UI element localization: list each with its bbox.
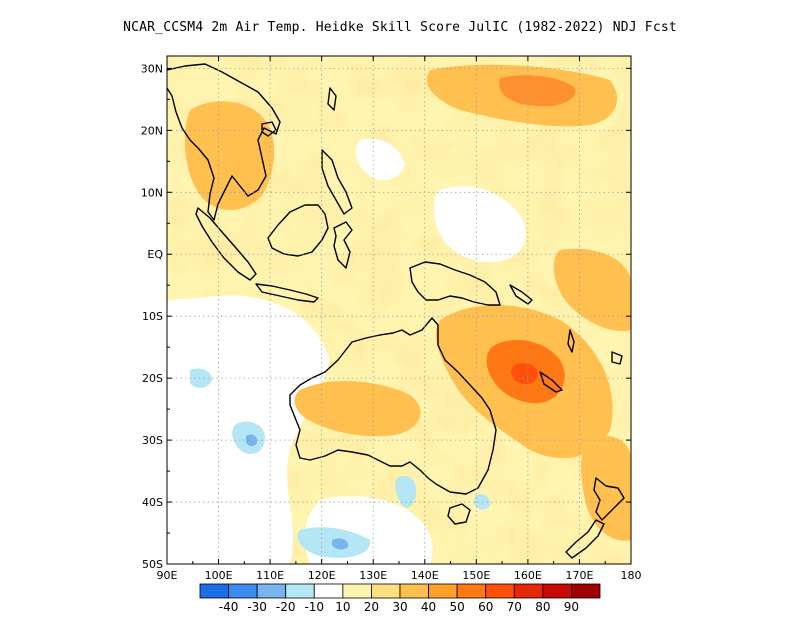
lon-tick-label: 90E (157, 569, 178, 582)
coastline-new-zealand-north (593, 477, 625, 521)
colorbar-swatch (399, 583, 429, 599)
lat-tick-label: 30N (141, 62, 163, 75)
colorbar-swatch (428, 583, 458, 599)
no-skill-zone-north (355, 138, 405, 181)
coastline-philippines (321, 149, 353, 215)
negative-skill-patch-1 (190, 368, 212, 388)
colorbar-label: 90 (564, 600, 579, 614)
coastline-tasmania (447, 503, 471, 525)
colorbar-swatch (228, 583, 258, 599)
moderate-skill-zone-australia (294, 380, 421, 437)
colorbar-swatch (285, 583, 315, 599)
peak-skill-spot (511, 363, 538, 385)
coastline-java (255, 283, 319, 303)
lon-tick-label: 120E (308, 569, 336, 582)
colorbar-label: 70 (507, 600, 522, 614)
colorbar-label: 50 (450, 600, 465, 614)
lat-tick-label: 50S (142, 558, 163, 571)
colorbar: -40 -30 -20 -10 10 20 30 40 50 60 70 80 90 (199, 583, 601, 614)
map-gridlines (167, 56, 631, 564)
colorbar-label: 20 (364, 600, 379, 614)
lat-tick-label: 20S (142, 372, 163, 385)
lat-tick-label: 10N (141, 186, 163, 199)
coastline-mainland-se-asia (167, 63, 281, 221)
coastline-new-caledonia (539, 371, 563, 393)
coastline-fiji (611, 351, 623, 365)
moderate-skill-zone-east-pacific (553, 248, 631, 331)
coastline-taiwan (327, 87, 337, 111)
strong-skill-zone-north-pacific (499, 75, 576, 107)
colorbar-swatch (199, 583, 229, 599)
skill-score-field (167, 56, 631, 564)
lon-tick-label: 130E (359, 569, 387, 582)
negative-skill-patch-6 (395, 475, 417, 508)
coastline-solomon-islands (509, 284, 533, 305)
longitude-axis: 90E 100E 110E 120E 130E 140E 150E 160E 170E 180 (157, 56, 642, 582)
lon-tick-label: 150E (462, 569, 490, 582)
lat-tick-label: 10S (142, 310, 163, 323)
lon-tick-label: 160E (514, 569, 542, 582)
colorbar-swatch (571, 583, 601, 599)
coastlines (167, 63, 625, 559)
lon-tick-label: 140E (411, 569, 439, 582)
colorbar-swatch (313, 583, 344, 599)
lon-tick-label: 110E (256, 569, 284, 582)
colorbar-label: 40 (421, 600, 436, 614)
coastline-vanuatu (567, 329, 575, 353)
lon-tick-label: 170E (565, 569, 593, 582)
colorbar-label: 10 (335, 600, 350, 614)
coastline-sumatra (195, 207, 257, 281)
no-skill-zone-central-pacific (433, 186, 526, 263)
colorbar-swatch (342, 583, 372, 599)
colorbar-label: 60 (478, 600, 493, 614)
colorbar-swatch (513, 583, 544, 599)
map-title: NCAR_CCSM4 2m Air Temp. Heidke Skill Sco… (123, 20, 677, 35)
colorbar-label: 80 (535, 600, 550, 614)
coastline-australia (289, 317, 497, 495)
colorbar-label: 30 (392, 600, 407, 614)
lat-tick-label: 30S (142, 434, 163, 447)
latitude-axis: 30N 20N 10N EQ 10S 20S 30S 40S 50S (141, 62, 631, 571)
lat-tick-label: EQ (147, 248, 163, 261)
colorbar-label: -40 (219, 600, 239, 614)
colorbar-swatch (456, 583, 487, 599)
colorbar-label: -30 (247, 600, 267, 614)
lon-tick-label: 100E (205, 569, 233, 582)
colorbar-swatch (371, 583, 401, 599)
lat-tick-label: 20N (141, 124, 163, 137)
colorbar-swatch (256, 583, 287, 599)
lon-tick-label: 180 (621, 569, 642, 582)
negative-skill-patch-3 (246, 434, 258, 447)
lat-tick-label: 40S (142, 496, 163, 509)
colorbar-label: -10 (304, 600, 324, 614)
moderate-skill-zone-tasman (581, 436, 631, 541)
coastline-new-guinea (409, 261, 501, 306)
coastline-sulawesi (333, 221, 353, 269)
moderate-skill-zone-se-asia (184, 101, 275, 210)
colorbar-swatch (485, 583, 515, 599)
negative-skill-patch-5 (332, 538, 349, 550)
colorbar-swatch (542, 583, 572, 599)
colorbar-label: -20 (276, 600, 296, 614)
coastline-new-zealand-south (565, 519, 605, 559)
